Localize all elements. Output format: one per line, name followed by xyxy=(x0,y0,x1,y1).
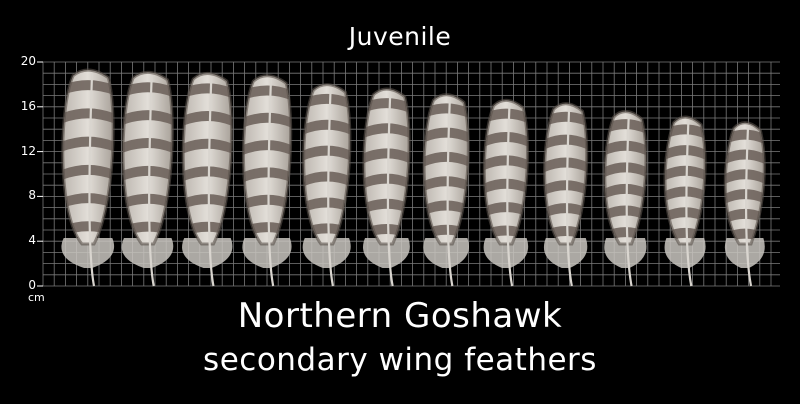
feather-3 xyxy=(181,71,233,287)
scale-tick-label: 20 xyxy=(20,54,36,68)
feather-8 xyxy=(482,98,529,287)
feather-shaft xyxy=(446,98,454,287)
feather-shaft xyxy=(148,75,155,287)
feather-shaft xyxy=(327,88,334,287)
feather-12 xyxy=(723,121,766,287)
feather-down xyxy=(543,238,588,268)
feather-5 xyxy=(302,83,352,287)
feather-shaft xyxy=(625,114,633,287)
feather-shaft xyxy=(207,76,215,287)
scale-unit: cm xyxy=(28,291,45,304)
feather-6 xyxy=(362,87,411,287)
feather-shaft xyxy=(386,92,394,287)
feather-shaft xyxy=(744,126,753,287)
feather-10 xyxy=(603,110,648,287)
feather-shaft xyxy=(565,107,573,287)
feather-down xyxy=(664,238,706,268)
feather-1 xyxy=(61,68,115,287)
feather-down xyxy=(121,238,174,268)
feather-bars xyxy=(123,82,173,240)
feather-down xyxy=(362,238,410,268)
feather-down xyxy=(724,238,765,268)
scale-tick-label: 4 xyxy=(28,233,36,248)
caption-species: Northern Goshawk xyxy=(237,296,563,336)
feather-down xyxy=(423,238,470,268)
scale-tick-label: 16 xyxy=(20,98,36,113)
feather-shaft xyxy=(267,79,275,287)
feather-down xyxy=(604,238,647,268)
feather-down xyxy=(483,238,529,268)
photo-title: Juvenile xyxy=(348,22,452,51)
feather-7 xyxy=(422,93,470,287)
feather-4 xyxy=(242,74,293,287)
feather-shaft xyxy=(506,103,514,287)
feather-2 xyxy=(121,70,174,287)
scale-tick-label: 0 xyxy=(28,278,36,292)
feather-down xyxy=(242,238,292,268)
feather-shaft xyxy=(88,73,96,287)
feather-bars xyxy=(62,80,114,240)
feather-row xyxy=(61,68,766,287)
scale-tick-label: 8 xyxy=(28,188,36,203)
feather-down xyxy=(61,238,115,268)
scale-tick-label: 12 xyxy=(20,143,36,158)
caption-description: secondary wing feathers xyxy=(203,342,597,378)
feather-shaft xyxy=(685,120,693,287)
feather-down xyxy=(182,238,233,268)
feather-11 xyxy=(663,115,707,287)
feather-9 xyxy=(543,102,589,287)
scale-ticks xyxy=(37,61,43,287)
feather-down xyxy=(302,238,351,268)
